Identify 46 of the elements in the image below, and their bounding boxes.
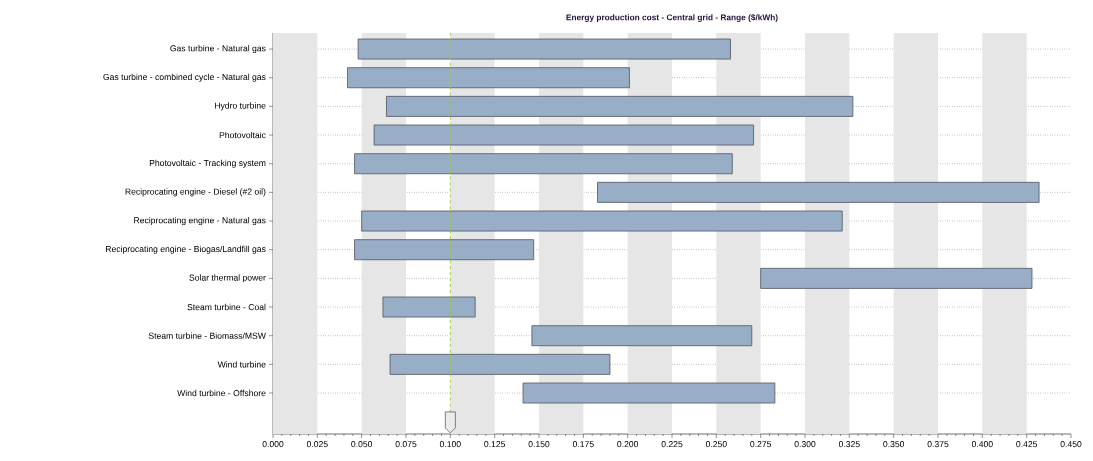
y-tick-label: Reciprocating engine - Diesel (#2 oil) (125, 188, 266, 197)
bar (531, 325, 753, 347)
x-tick-label: 0.275 (750, 441, 772, 448)
x-tick-label: 0.350 (883, 441, 905, 448)
x-tick-label: 0.100 (439, 441, 461, 448)
y-tick-label: Reciprocating engine - Biogas/Landfill gas (106, 245, 266, 254)
x-tick-label: 0.025 (306, 441, 328, 448)
y-tick-label: Wind turbine - Offshore (177, 389, 266, 397)
bar (373, 124, 754, 146)
bar (760, 267, 1033, 289)
y-tick-label: Gas turbine - combined cycle - Natural gas (103, 73, 266, 82)
x-tick-label: 0.400 (971, 441, 993, 448)
x-tick-label: 0.325 (838, 441, 860, 448)
bar (386, 95, 854, 117)
bar (597, 181, 1040, 203)
bar (361, 210, 843, 232)
y-tick-label: Wind turbine (217, 361, 266, 368)
x-tick-label: 0.300 (794, 441, 816, 448)
x-tick-label: 0.225 (661, 441, 683, 448)
x-tick-label: 0.200 (617, 441, 639, 448)
chart-title: Energy production cost - Central grid - Range ($/kWh) (566, 14, 778, 22)
bar (357, 38, 731, 60)
y-tick-label: Steam turbine - Coal (187, 303, 266, 311)
x-tick-label: 0.000 (262, 441, 284, 448)
bar (522, 382, 776, 404)
x-tick-label: 0.450 (1060, 441, 1082, 448)
x-tick-label: 0.175 (572, 441, 594, 448)
bar (382, 296, 476, 318)
x-tick-label: 0.125 (484, 441, 506, 448)
bar (354, 153, 733, 175)
x-tick-label: 0.250 (705, 441, 727, 448)
y-tick-label: Solar thermal power (189, 274, 266, 283)
x-tick-label: 0.150 (528, 441, 550, 448)
y-tick-label: Photovoltaic - Tracking system (149, 159, 266, 168)
x-tick-label: 0.375 (927, 441, 949, 448)
x-tick-label: 0.425 (1016, 441, 1038, 448)
bar (347, 67, 630, 89)
y-tick-label: Reciprocating engine - Natural gas (134, 217, 266, 226)
y-tick-label: Steam turbine - Biomass/MSW (148, 332, 266, 339)
y-tick-label: Hydro turbine (215, 102, 266, 111)
bar (389, 353, 611, 375)
x-tick-label: 0.050 (351, 441, 373, 448)
y-tick-label: Gas turbine - Natural gas (170, 45, 266, 54)
x-tick-label: 0.075 (395, 441, 417, 448)
bar (354, 239, 535, 261)
y-tick-label: Photovoltaic (219, 131, 266, 139)
